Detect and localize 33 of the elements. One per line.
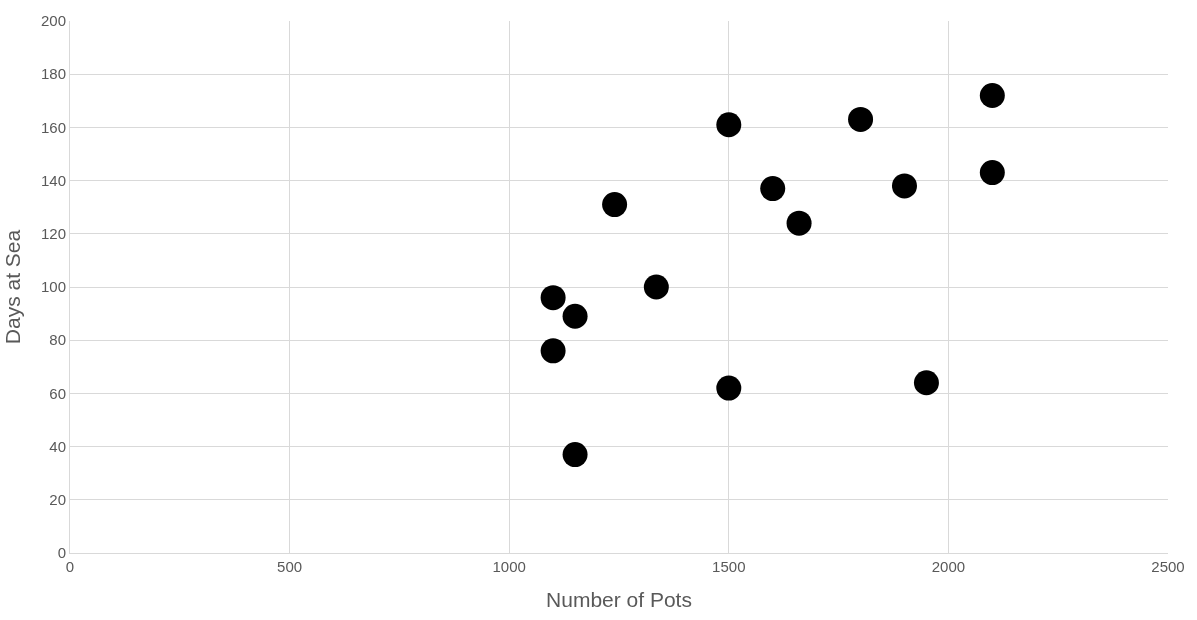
point	[602, 192, 628, 218]
y-axis-title: Days at Sea	[1, 229, 25, 345]
y-tick-label: 200	[40, 12, 66, 30]
y-tick-label: 160	[40, 118, 66, 136]
y-tick-label: 140	[40, 171, 66, 189]
x-tick-label: 1500	[712, 558, 746, 575]
y-tick-label: 100	[40, 278, 66, 296]
point	[848, 106, 874, 132]
point	[891, 173, 917, 199]
y-tick-label: 60	[49, 384, 66, 402]
x-tick-label: 2500	[1151, 558, 1185, 575]
point	[540, 338, 566, 364]
point	[913, 370, 939, 396]
x-tick-label: 2000	[931, 558, 966, 575]
point	[716, 112, 742, 138]
point	[979, 160, 1005, 186]
y-tick-label: 20	[49, 491, 66, 509]
point	[540, 285, 566, 311]
point	[562, 442, 588, 468]
point	[760, 176, 786, 202]
y-tick-label: 180	[40, 65, 66, 83]
point	[786, 210, 812, 236]
point	[716, 375, 742, 401]
x-axis-title: Number of Pots	[546, 588, 692, 612]
x-tick-label: 1000	[492, 558, 526, 575]
y-tick-label: 0	[57, 544, 66, 562]
x-tick-label: 500	[277, 558, 303, 575]
point	[979, 82, 1005, 108]
point	[643, 274, 669, 300]
y-tick-label: 80	[49, 331, 66, 349]
y-tick-label: 120	[40, 225, 66, 243]
y-tick-label: 40	[49, 437, 66, 455]
point	[562, 303, 588, 329]
